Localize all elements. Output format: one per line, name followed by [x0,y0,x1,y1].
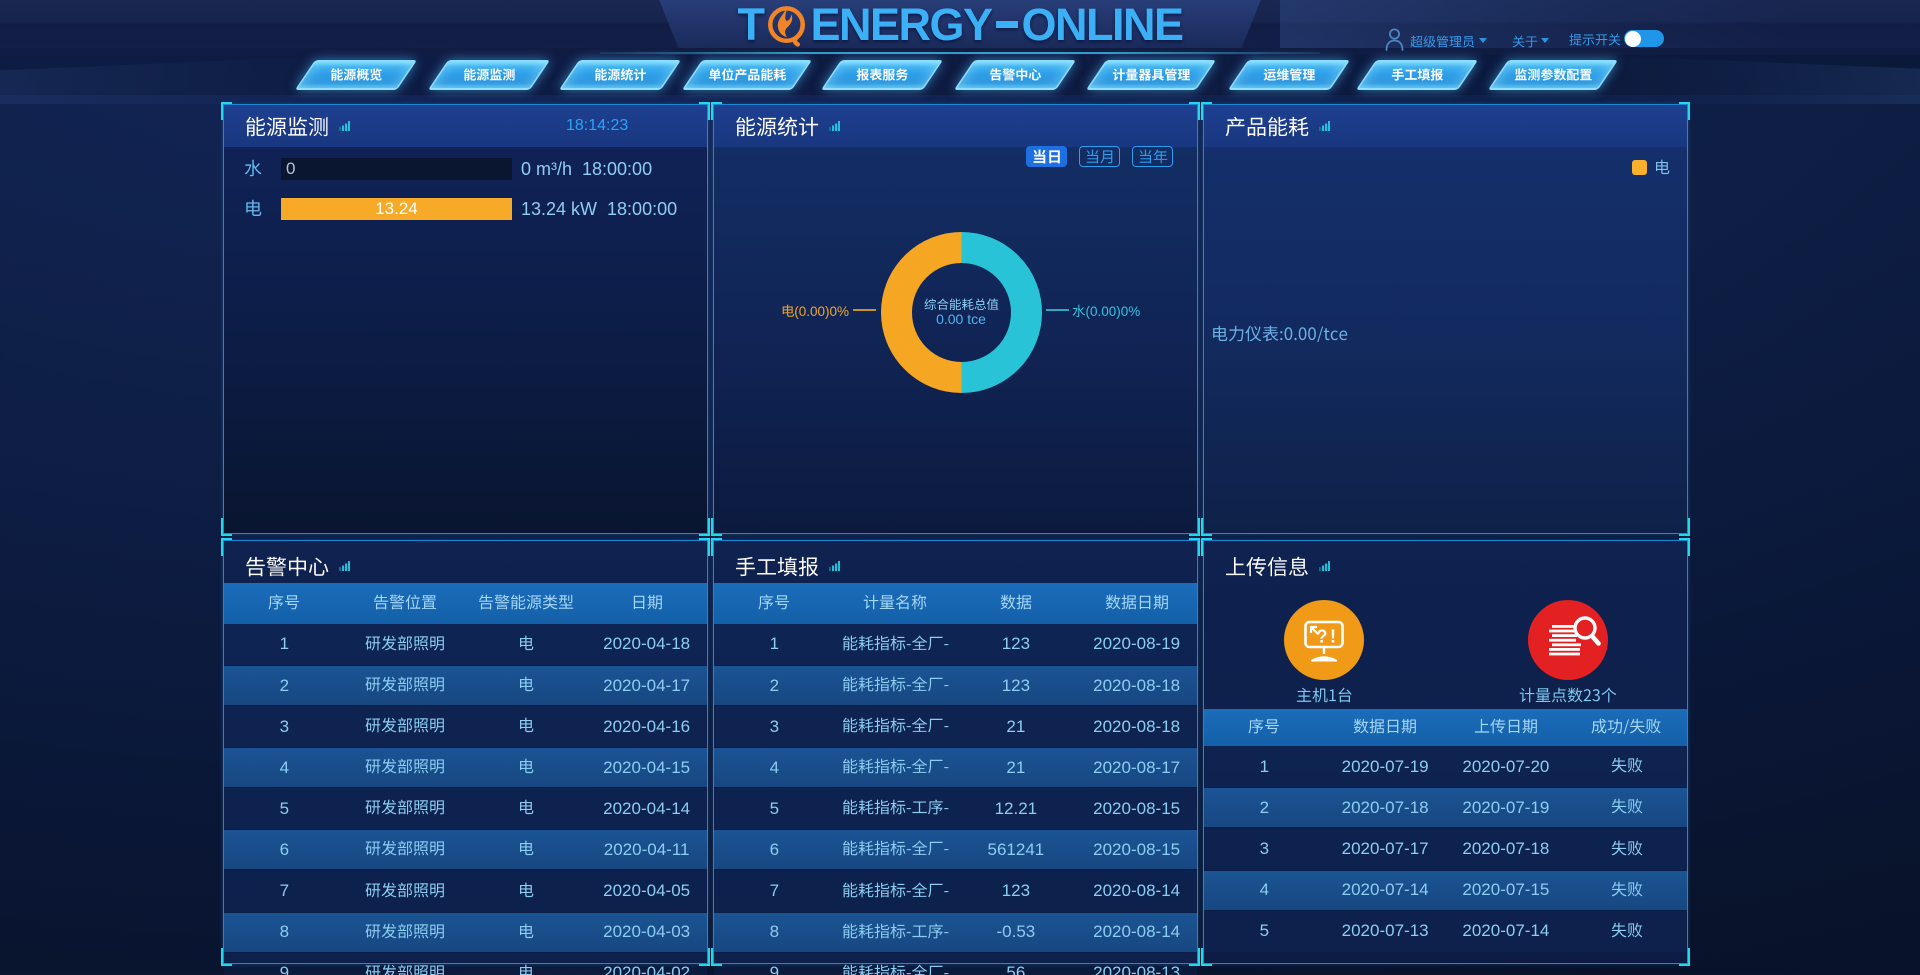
svg-text:?: ? [1317,627,1328,647]
svg-text:!: ! [1330,627,1336,647]
